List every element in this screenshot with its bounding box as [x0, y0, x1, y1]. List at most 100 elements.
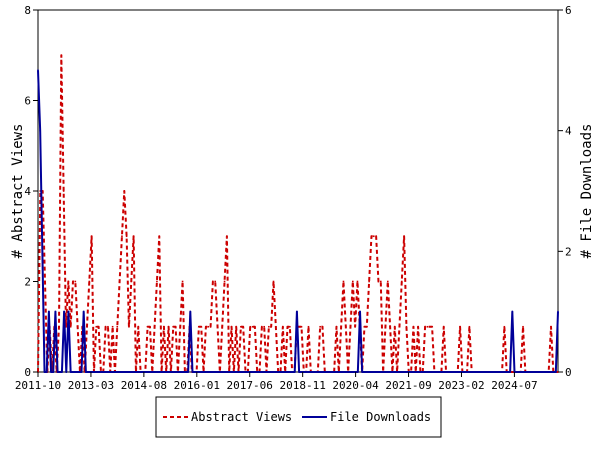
- series-point-abstract-views-16: [74, 280, 77, 283]
- series-point-abstract-views-59: [174, 325, 177, 328]
- series-point-file-downloads-60: [167, 371, 170, 373]
- series-point-file-downloads-128: [315, 371, 318, 373]
- series-point-file-downloads-161: [387, 371, 390, 373]
- series-point-file-downloads-193: [457, 371, 459, 373]
- series-point-file-downloads-145: [352, 371, 355, 373]
- series-point-abstract-views-135: [351, 280, 354, 283]
- series-point-file-downloads-206: [485, 371, 488, 373]
- series-point-file-downloads-96: [246, 371, 248, 373]
- series-point-file-downloads-9: [56, 371, 59, 373]
- series-point-file-downloads-62: [172, 371, 174, 373]
- series-point-abstract-views-220: [550, 325, 552, 328]
- series-point-file-downloads-50: [145, 371, 148, 373]
- series-point-file-downloads-221: [518, 371, 520, 373]
- series-point-file-downloads-8: [54, 310, 57, 313]
- series-point-file-downloads-159: [383, 371, 385, 373]
- series-point-abstract-views-9: [58, 325, 60, 328]
- series-point-file-downloads-10: [58, 371, 61, 373]
- series-point-file-downloads-151: [365, 371, 368, 373]
- series-point-abstract-views-83: [230, 325, 233, 328]
- series-point-file-downloads-58: [163, 371, 165, 373]
- series-point-file-downloads-97: [248, 371, 250, 373]
- series-point-file-downloads-59: [165, 371, 168, 373]
- series-point-file-downloads-17: [74, 371, 76, 373]
- series-point-file-downloads-15: [69, 371, 72, 373]
- series-point-abstract-views-142: [368, 280, 370, 283]
- series-point-file-downloads-119: [296, 310, 298, 313]
- series-point-file-downloads-155: [374, 371, 377, 373]
- series-point-file-downloads-191: [452, 371, 455, 373]
- series-point-file-downloads-222: [520, 371, 522, 373]
- series-point-abstract-views-29: [104, 325, 107, 328]
- series-point-file-downloads-217: [509, 371, 511, 373]
- series-point-file-downloads-109: [274, 371, 276, 373]
- series-point-abstract-views-61: [179, 325, 182, 328]
- series-point-abstract-views-77: [216, 325, 219, 328]
- series-point-file-downloads-153: [370, 371, 372, 373]
- series-point-file-downloads-33: [108, 371, 111, 373]
- series-point-abstract-views-96: [261, 325, 263, 328]
- series-point-file-downloads-39: [122, 371, 124, 373]
- series-point-file-downloads-210: [494, 371, 496, 373]
- series-point-abstract-views-147: [379, 280, 382, 283]
- y-left-tick-label-3: 6: [24, 95, 31, 108]
- series-point-abstract-views-146: [377, 280, 380, 283]
- series-point-file-downloads-199: [470, 371, 472, 373]
- series-point-file-downloads-196: [463, 371, 466, 373]
- series-point-file-downloads-112: [280, 371, 283, 373]
- series-point-file-downloads-160: [385, 371, 387, 373]
- series-point-file-downloads-172: [411, 371, 414, 373]
- series-point-abstract-views-112: [298, 325, 300, 328]
- series-point-file-downloads-76: [202, 371, 205, 373]
- series-point-abstract-views-13: [67, 280, 70, 283]
- series-point-file-downloads-70: [189, 310, 192, 313]
- series-point-abstract-views-3: [44, 280, 46, 283]
- series-point-abstract-views-17: [76, 325, 79, 328]
- series-point-file-downloads-178: [424, 371, 427, 373]
- series-point-abstract-views-167: [426, 325, 429, 328]
- series-point-file-downloads-122: [302, 371, 305, 373]
- series-point-file-downloads-71: [191, 371, 194, 373]
- series-point-abstract-views-145: [375, 235, 377, 238]
- series-point-abstract-views-58: [172, 325, 175, 328]
- series-point-file-downloads-152: [367, 371, 370, 373]
- series-point-file-downloads-24: [89, 371, 92, 373]
- series-point-abstract-views-100: [270, 325, 272, 328]
- series-point-file-downloads-0: [37, 69, 39, 72]
- series-point-abstract-views-93: [254, 325, 256, 328]
- series-point-file-downloads-36: [115, 371, 118, 373]
- series-point-abstract-views-158: [405, 325, 408, 328]
- series-point-file-downloads-200: [472, 371, 474, 373]
- series-point-abstract-views-43: [137, 325, 140, 328]
- series-point-file-downloads-173: [413, 371, 416, 373]
- series-point-abstract-views-143: [370, 235, 373, 238]
- series-point-file-downloads-21: [82, 310, 85, 313]
- series-point-file-downloads-181: [431, 371, 433, 373]
- series-point-file-downloads-94: [241, 371, 244, 373]
- series-point-file-downloads-116: [289, 371, 292, 373]
- series-point-file-downloads-7: [52, 371, 55, 373]
- series-point-abstract-views-157: [403, 235, 405, 238]
- series-point-abstract-views-107: [286, 325, 289, 328]
- series-point-file-downloads-182: [433, 371, 435, 373]
- x-tick-label-3: 2016-01: [174, 379, 220, 392]
- series-point-abstract-views-52: [158, 235, 161, 238]
- series-point-abstract-views-56: [167, 325, 170, 328]
- series-point-file-downloads-44: [132, 371, 135, 373]
- series-point-abstract-views-80: [223, 280, 226, 283]
- series-point-file-downloads-226: [528, 371, 531, 373]
- series-point-abstract-views-76: [214, 280, 217, 283]
- legend-label-file-downloads: File Downloads: [330, 410, 431, 424]
- series-point-file-downloads-123: [304, 371, 307, 373]
- y-right-tick-label-0: 0: [565, 366, 572, 379]
- x-axis: 2011-10 2013-03 2014-08 2016-01 2017-06 2018-…: [15, 372, 538, 392]
- series-point-file-downloads-147: [357, 371, 359, 373]
- series-point-file-downloads-194: [459, 371, 461, 373]
- legend: Abstract Views File Downloads: [155, 396, 442, 438]
- series-point-abstract-views-47: [146, 325, 149, 328]
- series-point-abstract-views-50: [153, 325, 156, 328]
- y-axis-right: 0 2 4 6: [558, 4, 572, 379]
- series-point-file-downloads-52: [150, 371, 152, 373]
- series-point-file-downloads-163: [391, 371, 394, 373]
- series-point-file-downloads-5: [48, 310, 50, 313]
